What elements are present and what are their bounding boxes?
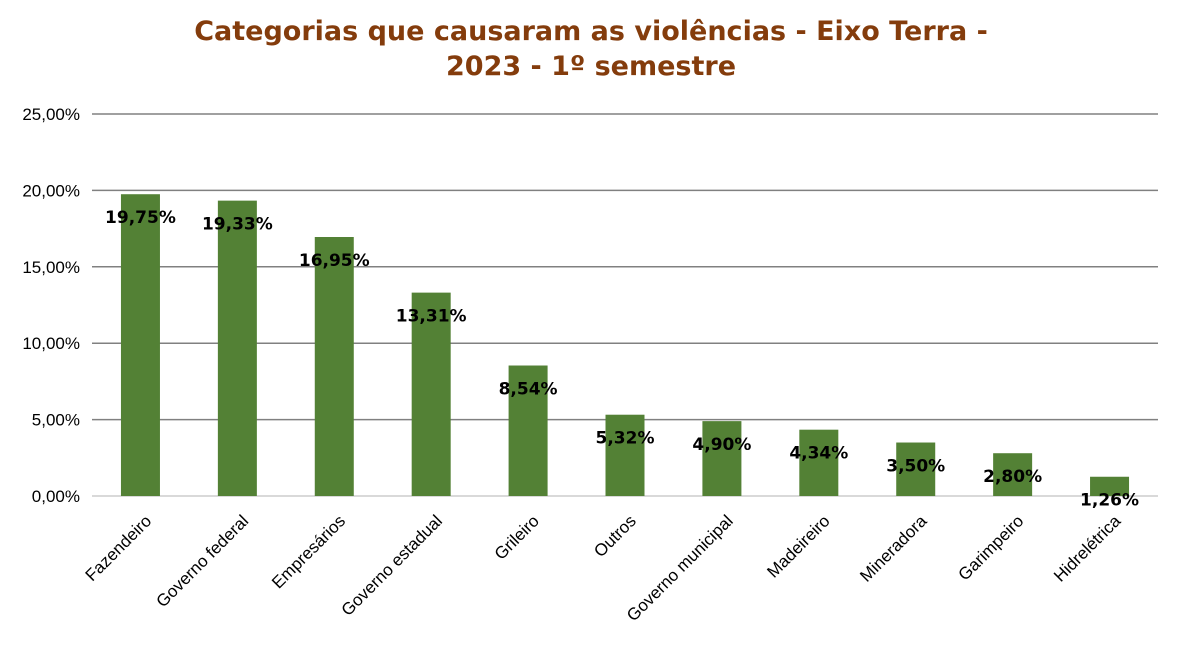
bar (993, 453, 1033, 496)
bar (605, 414, 645, 496)
category-label: Hidrelétrica (1050, 511, 1125, 586)
bar (217, 200, 257, 496)
bar (1090, 476, 1130, 496)
chart-title: Categorias que causaram as violências - … (0, 14, 1182, 84)
category-label: Madeireiro (763, 511, 833, 581)
category-label: Outros (590, 511, 640, 561)
category-label: Governo municipal (623, 511, 737, 625)
y-tick-label: 15,00% (22, 258, 80, 277)
data-label: 16,95% (299, 251, 370, 271)
y-tick-label: 10,00% (22, 334, 80, 353)
data-label: 8,54% (499, 380, 558, 400)
data-labels: 19,75% 19,33% 16,95% 13,31% 8,54% 5,32% 4,90% 4… (105, 208, 1139, 511)
category-label: Governo estadual (338, 511, 446, 619)
category-label: Grileiro (491, 511, 543, 563)
y-tick-label: 0,00% (32, 487, 80, 506)
category-label: Garimpeiro (955, 511, 1028, 584)
chart-title-line-2: 2023 - 1º semestre (446, 51, 736, 82)
data-label: 13,31% (396, 307, 467, 327)
y-tick-label: 25,00% (22, 105, 80, 124)
data-label: 19,33% (202, 215, 273, 235)
y-tick-label: 5,00% (32, 411, 80, 430)
data-label: 1,26% (1080, 491, 1139, 511)
category-label: Governo federal (153, 511, 253, 611)
y-tick-label: 20,00% (22, 181, 80, 200)
data-label: 4,90% (692, 435, 751, 455)
bar (508, 365, 548, 496)
data-label: 4,34% (789, 444, 848, 464)
bar (896, 442, 936, 496)
chart-title-line-1: Categorias que causaram as violências - … (194, 16, 988, 47)
category-label: Mineradora (856, 511, 931, 586)
data-label: 2,80% (983, 467, 1042, 487)
data-label: 5,32% (596, 429, 655, 449)
bar (120, 194, 160, 496)
data-label: 3,50% (886, 457, 945, 477)
bar (799, 429, 839, 496)
bar (411, 292, 451, 496)
data-label: 19,75% (105, 208, 176, 228)
bar (314, 237, 354, 496)
y-axis-tick-labels: 0,00% 5,00% 10,00% 15,00% 20,00% 25,00% (22, 105, 80, 506)
bars (120, 194, 1130, 496)
category-label: Fazendeiro (82, 511, 156, 585)
category-label: Empresários (268, 511, 349, 592)
bar (702, 421, 742, 496)
